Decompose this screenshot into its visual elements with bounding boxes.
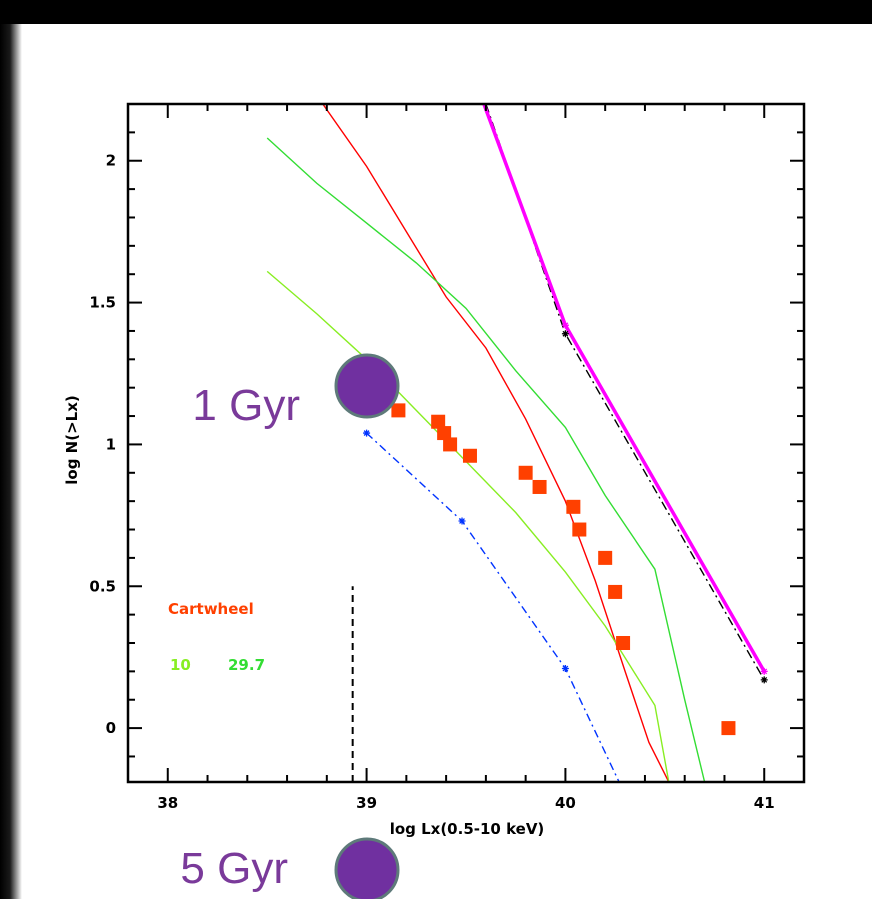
data-point-square: [721, 721, 736, 736]
plot-frame: [126, 102, 806, 784]
y-tick-label: 1: [106, 435, 116, 453]
series-line-5: [485, 104, 765, 681]
data-point-square: [443, 437, 458, 452]
y-tick-label: 0.5: [89, 577, 116, 595]
data-point-square: [616, 635, 631, 650]
series-4-marker-1: [458, 517, 466, 525]
data-point-square: [598, 550, 613, 565]
series-5-marker-1: [561, 330, 569, 338]
series-4-marker-2: [561, 665, 569, 673]
data-point-square: [391, 403, 406, 418]
data-point-square: [572, 522, 587, 537]
callout-5gyr-circle: [334, 837, 400, 899]
series-line-1: [322, 104, 670, 782]
legend-10-label: 10: [170, 656, 191, 674]
chart-curves: [266, 104, 766, 782]
y-axis-title: log N(>Lx): [63, 395, 81, 484]
y-tick-label: 2: [106, 152, 116, 170]
x-tick-label: 39: [356, 794, 377, 812]
axis-ticks: 38 39 40 41 0 0.5 1 1.5 2: [89, 103, 804, 812]
series-4-marker-0: [363, 429, 371, 437]
series-line-4: [366, 432, 620, 782]
series-6-marker-1: [561, 321, 569, 329]
callout-1gyr-label: 1 Gyr: [192, 381, 300, 430]
x-tick-label: 38: [157, 794, 178, 812]
x-tick-label: 40: [555, 794, 576, 812]
x-axis-title: log Lx(0.5-10 keV): [390, 820, 545, 838]
plot-border: [126, 102, 806, 784]
series-line-6: [482, 104, 766, 673]
data-point-square: [608, 584, 623, 599]
data-point-square: [532, 479, 547, 494]
legend-29-7-label: 29.7: [228, 656, 265, 674]
y-tick-label: 1.5: [89, 294, 116, 312]
data-point-square: [437, 426, 452, 441]
data-point-square: [431, 414, 446, 429]
data-point-square: [566, 499, 581, 514]
series-5-marker-2: [760, 676, 768, 684]
data-point-square: [518, 465, 533, 480]
y-tick-label: 0: [106, 719, 116, 737]
callout-1gyr-circle: [334, 353, 400, 419]
series-6-marker-2: [760, 667, 768, 675]
legend-cartwheel-label: Cartwheel: [168, 600, 254, 618]
series-line-3: [266, 270, 670, 782]
data-point-square: [462, 448, 477, 463]
callout-5gyr-label: 5 Gyr: [180, 844, 288, 893]
chart-markers: [363, 321, 768, 736]
series-line-2: [266, 137, 706, 782]
x-tick-label: 41: [754, 794, 775, 812]
